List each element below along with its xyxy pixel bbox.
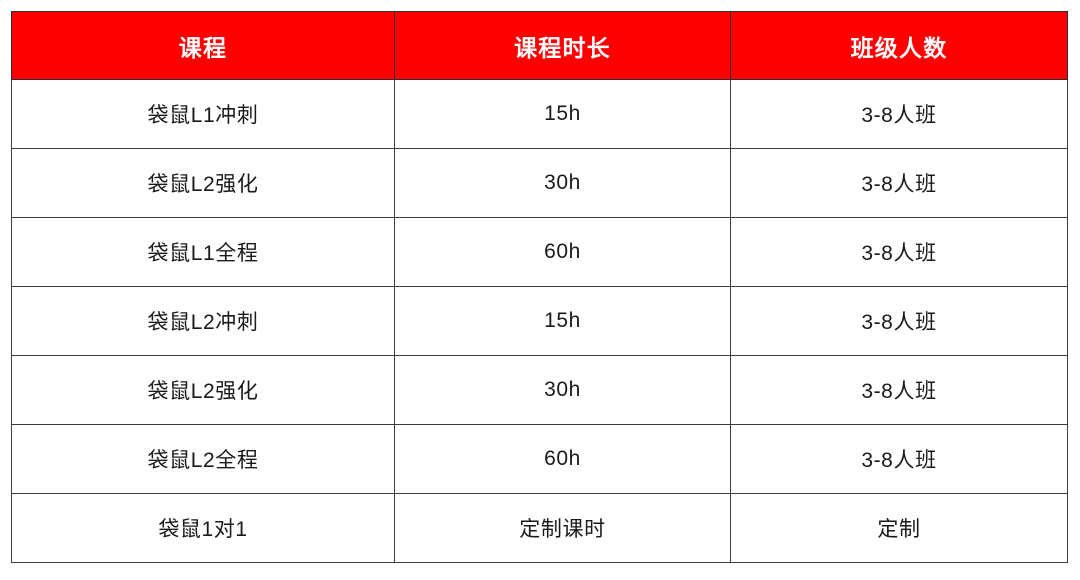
cell-class-size: 3-8人班 [730, 79, 1068, 149]
cell-class-size: 3-8人班 [730, 217, 1068, 287]
table-row: 袋鼠L1全程 60h 3-8人班 [11, 217, 1068, 287]
cell-course: 袋鼠L1全程 [11, 217, 395, 287]
cell-duration: 15h [394, 286, 731, 356]
cell-course: 袋鼠L2强化 [11, 355, 395, 425]
cell-class-size: 3-8人班 [730, 286, 1068, 356]
cell-duration: 30h [394, 355, 731, 425]
table-row: 袋鼠L2冲刺 15h 3-8人班 [11, 286, 1068, 356]
cell-duration: 15h [394, 79, 731, 149]
table-row: 袋鼠L2全程 60h 3-8人班 [11, 424, 1068, 494]
cell-course: 袋鼠1对1 [11, 493, 395, 563]
column-header-course: 课程 [11, 11, 395, 80]
cell-duration: 60h [394, 424, 731, 494]
cell-course: 袋鼠L2冲刺 [11, 286, 395, 356]
table-header-row: 课程 课程时长 班级人数 [11, 11, 1068, 80]
table-row: 袋鼠L1冲刺 15h 3-8人班 [11, 79, 1068, 149]
cell-duration: 定制课时 [394, 493, 731, 563]
column-header-class-size: 班级人数 [730, 11, 1068, 80]
cell-duration: 60h [394, 217, 731, 287]
course-pricing-table: 课程 课程时长 班级人数 袋鼠L1冲刺 15h 3-8人班 袋鼠L2强化 30h… [11, 11, 1068, 563]
table-row: 袋鼠1对1 定制课时 定制 [11, 493, 1068, 563]
cell-duration: 30h [394, 148, 731, 218]
column-header-duration: 课程时长 [394, 11, 731, 80]
table-row: 袋鼠L2强化 30h 3-8人班 [11, 355, 1068, 425]
cell-class-size: 3-8人班 [730, 355, 1068, 425]
cell-course: 袋鼠L2强化 [11, 148, 395, 218]
cell-course: 袋鼠L2全程 [11, 424, 395, 494]
table-body: 袋鼠L1冲刺 15h 3-8人班 袋鼠L2强化 30h 3-8人班 袋鼠L1全程… [11, 79, 1068, 563]
cell-course: 袋鼠L1冲刺 [11, 79, 395, 149]
cell-class-size: 定制 [730, 493, 1068, 563]
cell-class-size: 3-8人班 [730, 424, 1068, 494]
table-row: 袋鼠L2强化 30h 3-8人班 [11, 148, 1068, 218]
table-header: 课程 课程时长 班级人数 [11, 11, 1068, 80]
cell-class-size: 3-8人班 [730, 148, 1068, 218]
